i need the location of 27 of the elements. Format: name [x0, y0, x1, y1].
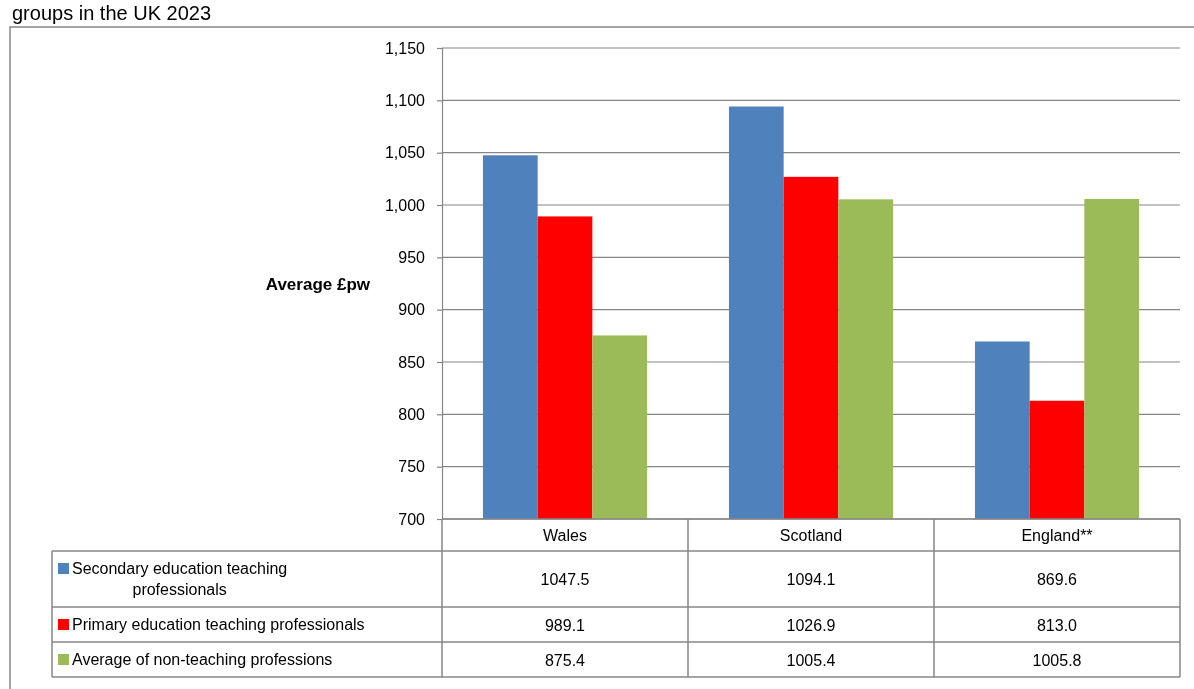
- x-tick-label: Wales: [543, 527, 587, 544]
- y-tick-label: 850: [398, 353, 426, 371]
- data-label: 813.0: [1036, 616, 1078, 634]
- data-label: 869.6: [1036, 571, 1078, 588]
- y-tick-label: 1,100: [384, 91, 426, 109]
- y-tick-label: 950: [398, 248, 426, 266]
- y-tick-label: 700: [398, 510, 426, 528]
- y-tick-label: 1,150: [384, 39, 426, 57]
- legend-label: Primary education teaching professionals: [72, 616, 365, 633]
- y-tick-label: 750: [398, 458, 426, 476]
- data-label: 1094.1: [786, 571, 836, 588]
- legend-label: Average of non-teaching professions: [72, 651, 333, 668]
- y-axis-title: Average £pw: [265, 274, 371, 294]
- data-label: 1047.5: [540, 571, 590, 588]
- data-label: 1026.9: [786, 616, 836, 634]
- data-label: 1005.4: [786, 651, 836, 669]
- y-tick-label: 900: [398, 301, 426, 319]
- y-tick-label: 1,000: [384, 196, 426, 214]
- y-tick-label: 1,050: [384, 144, 426, 162]
- data-label: 989.1: [544, 616, 586, 634]
- legend-label: Secondary education teaching professionals: [72, 560, 288, 598]
- data-label: 875.4: [544, 651, 586, 669]
- x-tick-label: Scotland: [779, 527, 843, 544]
- text: groups in the UK 2023: [12, 2, 212, 24]
- x-tick-label: England**: [1021, 527, 1093, 544]
- y-tick-label: 800: [398, 405, 426, 423]
- data-label: 1005.8: [1032, 651, 1082, 669]
